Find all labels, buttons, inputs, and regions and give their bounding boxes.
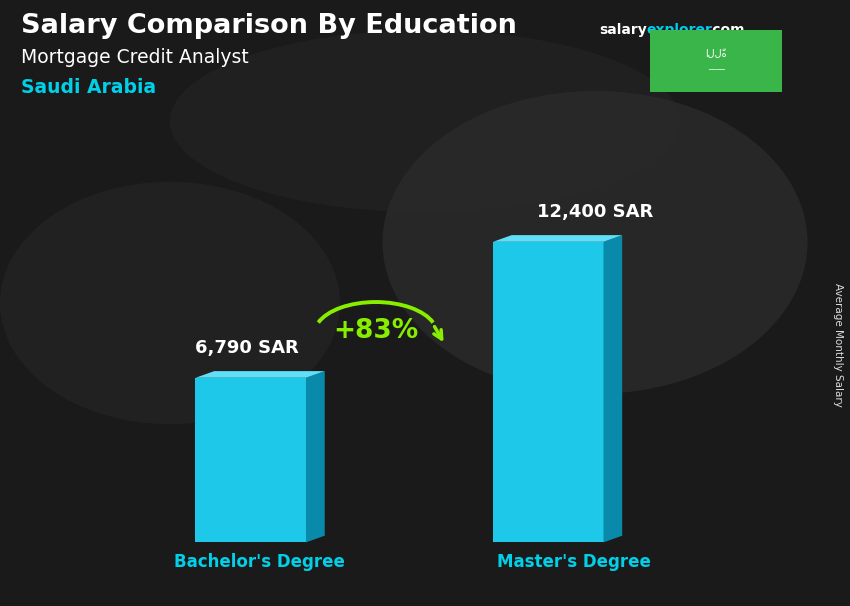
Bar	[493, 242, 604, 542]
Polygon shape	[493, 235, 622, 242]
Bar	[196, 378, 306, 542]
Polygon shape	[196, 371, 325, 378]
Text: explorer: explorer	[647, 23, 712, 37]
Text: Saudi Arabia: Saudi Arabia	[21, 78, 156, 96]
Text: .com: .com	[707, 23, 745, 37]
Text: Mortgage Credit Analyst: Mortgage Credit Analyst	[21, 48, 249, 67]
Polygon shape	[604, 235, 622, 542]
Text: اللّٰه: اللّٰه	[706, 49, 727, 59]
Text: 12,400 SAR: 12,400 SAR	[537, 202, 653, 221]
Ellipse shape	[0, 182, 340, 424]
Text: Master's Degree: Master's Degree	[496, 553, 651, 571]
Text: salary: salary	[599, 23, 647, 37]
Text: 6,790 SAR: 6,790 SAR	[195, 339, 298, 356]
Text: +83%: +83%	[333, 318, 418, 344]
Text: Bachelor's Degree: Bachelor's Degree	[173, 553, 345, 571]
Text: ────: ────	[707, 67, 724, 73]
Text: Average Monthly Salary: Average Monthly Salary	[833, 284, 843, 407]
Ellipse shape	[170, 30, 680, 212]
Text: Salary Comparison By Education: Salary Comparison By Education	[21, 13, 517, 39]
Ellipse shape	[382, 91, 808, 394]
Polygon shape	[306, 371, 325, 542]
Bar	[650, 30, 782, 92]
